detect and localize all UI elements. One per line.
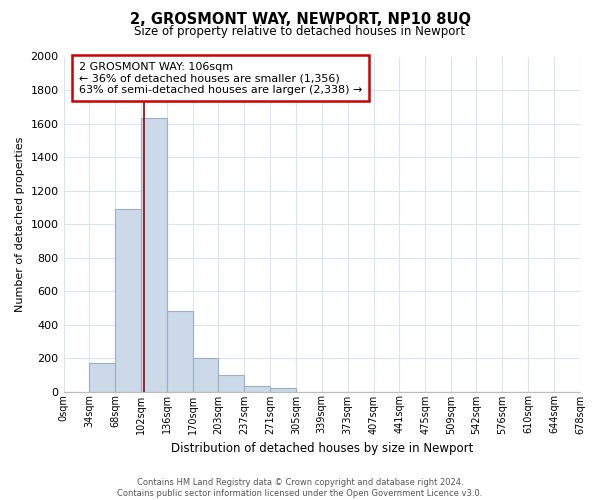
Bar	[218, 375, 244, 392]
Y-axis label: Number of detached properties: Number of detached properties	[15, 136, 25, 312]
Bar	[244, 386, 270, 392]
Text: 2, GROSMONT WAY, NEWPORT, NP10 8UQ: 2, GROSMONT WAY, NEWPORT, NP10 8UQ	[130, 12, 470, 28]
Bar	[270, 388, 296, 392]
Bar	[141, 118, 167, 392]
Text: 2 GROSMONT WAY: 106sqm
← 36% of detached houses are smaller (1,356)
63% of semi-: 2 GROSMONT WAY: 106sqm ← 36% of detached…	[79, 62, 362, 94]
Bar	[115, 209, 141, 392]
Text: Size of property relative to detached houses in Newport: Size of property relative to detached ho…	[134, 25, 466, 38]
Bar	[167, 311, 193, 392]
Bar	[89, 363, 115, 392]
Bar	[193, 358, 218, 392]
Text: Contains HM Land Registry data © Crown copyright and database right 2024.
Contai: Contains HM Land Registry data © Crown c…	[118, 478, 482, 498]
X-axis label: Distribution of detached houses by size in Newport: Distribution of detached houses by size …	[170, 442, 473, 455]
